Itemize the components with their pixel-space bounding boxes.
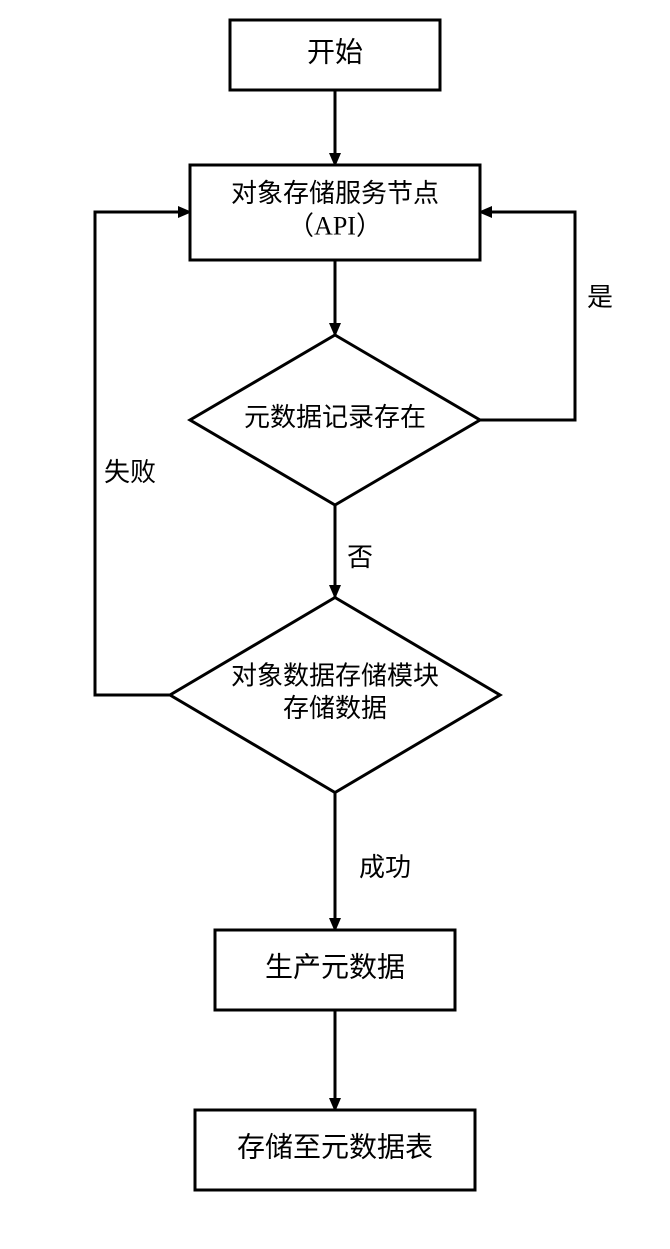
edge-label-e_store_genMeta: 成功 [359, 853, 411, 882]
node-label-genMeta: 生产元数据 [265, 951, 405, 983]
node-label-api: 对象存储服务节点 [231, 179, 439, 208]
node-label-store: 对象数据存储模块 [231, 662, 439, 691]
edge-label-e_metaChk_store: 否 [347, 543, 373, 572]
edge-e_metaChk_yes [480, 212, 575, 420]
node-label-metaChk: 元数据记录存在 [244, 403, 426, 432]
node-label-saveTbl: 存储至元数据表 [237, 1131, 433, 1163]
edge-label-e_store_fail: 失败 [104, 458, 156, 487]
edge-label-e_metaChk_yes: 是 [587, 283, 613, 312]
node-label-api: （API） [288, 212, 382, 241]
node-label-store: 存储数据 [283, 694, 387, 723]
node-label-start: 开始 [307, 36, 363, 68]
edge-e_store_fail [95, 212, 190, 695]
